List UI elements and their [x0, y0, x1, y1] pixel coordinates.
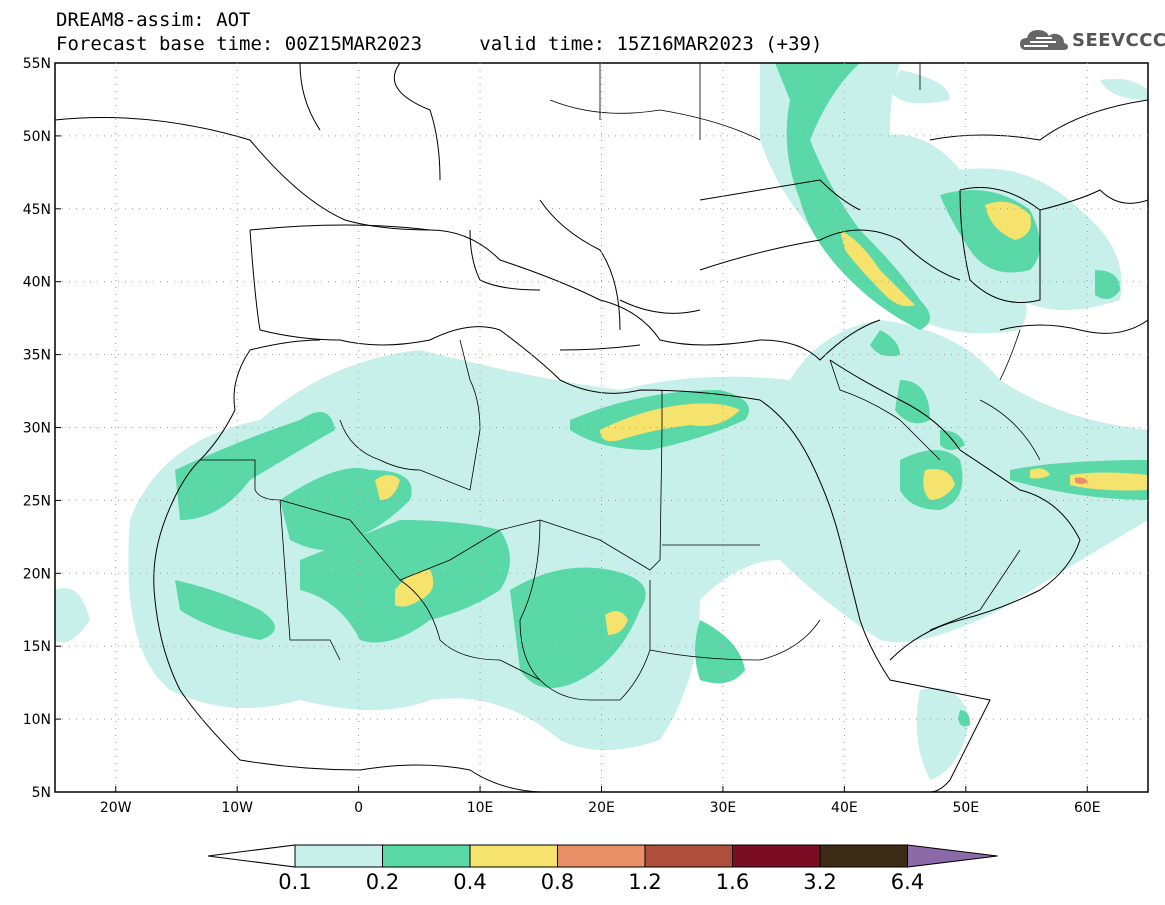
logo-text: SEEVCCC [1072, 30, 1165, 51]
lat-tick-label: 45N [23, 202, 51, 218]
colorbar-level-label: 0.1 [278, 870, 311, 894]
colorbar-level-label: 1.6 [716, 870, 749, 894]
lon-tick-label: 50E [952, 800, 979, 816]
lat-tick-label: 30N [23, 421, 51, 437]
longitude-labels: 20W 10W 0 10E 20E 30E 40E 50E 60E [100, 800, 1101, 816]
lon-tick-label: 0 [354, 800, 363, 816]
colorbar-segment [469, 844, 558, 868]
colorbar-over-triangle [907, 844, 998, 868]
colorbar-segment [819, 844, 908, 868]
lat-tick-label: 35N [23, 348, 51, 364]
lat-tick-label: 25N [23, 493, 51, 509]
map-title: DREAM8-assim: AOT [56, 9, 251, 31]
lat-tick-label: 15N [23, 639, 51, 655]
aot-band-0-4 [375, 201, 1148, 635]
base-time: Forecast base time: 00Z15MAR2023 [56, 33, 423, 55]
colorbar-segment [294, 844, 383, 868]
lat-tick-label: 5N [32, 785, 51, 801]
lat-tick-label: 55N [23, 56, 51, 72]
time-info: Forecast base time: 00Z15MAR2023 valid t… [56, 34, 822, 54]
colorbar-segment [732, 844, 821, 868]
cloud-icon [1020, 30, 1068, 50]
valid-time: valid time: 15Z16MAR2023 (+39) [479, 33, 823, 55]
lon-tick-label: 60E [1074, 800, 1101, 816]
lat-tick-label: 10N [23, 712, 51, 728]
lon-tick-label: 10E [467, 800, 494, 816]
lat-tick-label: 40N [23, 275, 51, 291]
colorbar-level-label: 6.4 [891, 870, 924, 894]
colorbar-level-label: 0.2 [366, 870, 399, 894]
lon-tick-label: 10W [221, 800, 253, 816]
colorbar-level-label: 0.8 [541, 870, 574, 894]
aot-band-0-8 [1075, 477, 1088, 484]
colorbar-labels: 0.1 0.2 0.4 0.8 1.2 1.6 3.2 6.4 [278, 870, 924, 894]
lat-tick-label: 50N [23, 129, 51, 145]
seevccc-logo: SEEVCCC [1018, 26, 1165, 56]
colorbar-level-label: 1.2 [628, 870, 661, 894]
colorbar-segment [382, 844, 471, 868]
colorbar-segment [557, 844, 646, 868]
lat-tick-label: 20N [23, 566, 51, 582]
lon-tick-label: 20W [100, 800, 132, 816]
lon-tick-label: 20E [588, 800, 615, 816]
country-borders [200, 63, 1041, 701]
colorbar-segment [644, 844, 733, 868]
latitude-labels: 55N 50N 45N 40N 35N 30N 25N 20N 15N 10N 5N [23, 56, 51, 801]
gridlines [55, 62, 1148, 793]
colorbar-level-label: 3.2 [803, 870, 836, 894]
lon-tick-label: 30E [710, 800, 737, 816]
colorbar-level-label: 0.4 [453, 870, 486, 894]
colorbar-under-triangle [207, 844, 296, 868]
aot-shading [55, 63, 1148, 792]
coastlines [55, 63, 1148, 792]
lon-tick-label: 40E [831, 800, 858, 816]
colorbar-segments [207, 844, 998, 868]
